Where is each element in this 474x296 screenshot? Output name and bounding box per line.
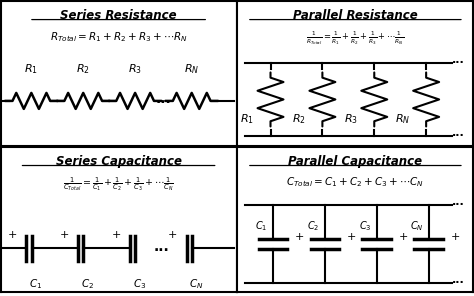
Text: +: + xyxy=(168,230,177,240)
Text: +: + xyxy=(59,230,69,240)
Text: $R_3$: $R_3$ xyxy=(344,112,358,126)
Text: $R_1$: $R_1$ xyxy=(24,62,38,76)
Text: $C_2$: $C_2$ xyxy=(307,219,319,233)
Text: $R_2$: $R_2$ xyxy=(292,112,306,126)
Text: $C_N$: $C_N$ xyxy=(410,219,424,233)
Text: $R_{Total}=R_1+R_2+R_3+\cdots R_N$: $R_{Total}=R_1+R_2+R_3+\cdots R_N$ xyxy=(50,30,188,44)
Text: $C_3$: $C_3$ xyxy=(358,219,371,233)
Text: $C_2$: $C_2$ xyxy=(82,277,94,291)
Text: $\frac{1}{R_{Total}}=\frac{1}{R_1}+\frac{1}{R_2}+\frac{1}{R_3}+\cdots\frac{1}{R_: $\frac{1}{R_{Total}}=\frac{1}{R_1}+\frac… xyxy=(306,30,404,47)
Text: +: + xyxy=(451,232,460,242)
Text: $C_{Total}=C_1+C_2+C_3+\cdots C_N$: $C_{Total}=C_1+C_2+C_3+\cdots C_N$ xyxy=(286,176,424,189)
Text: $R_3$: $R_3$ xyxy=(128,62,142,76)
Text: ...: ... xyxy=(452,55,465,65)
Text: +: + xyxy=(295,232,305,242)
Text: +: + xyxy=(399,232,409,242)
Text: $C_N$: $C_N$ xyxy=(189,277,204,291)
Text: ...: ... xyxy=(452,275,465,285)
Text: $R_1$: $R_1$ xyxy=(240,112,254,126)
Text: ...: ... xyxy=(452,128,465,138)
Text: Series Capacitance: Series Capacitance xyxy=(55,155,182,168)
Text: ...: ... xyxy=(153,240,169,254)
Text: +: + xyxy=(347,232,356,242)
Text: +: + xyxy=(111,230,121,240)
Text: $C_1$: $C_1$ xyxy=(255,219,267,233)
Text: $C_1$: $C_1$ xyxy=(29,277,43,291)
Text: $R_2$: $R_2$ xyxy=(76,62,90,76)
Text: ...: ... xyxy=(452,197,465,207)
Text: $C_3$: $C_3$ xyxy=(133,277,146,291)
Text: $R_N$: $R_N$ xyxy=(395,112,410,126)
Text: Series Resistance: Series Resistance xyxy=(60,9,177,22)
Text: +: + xyxy=(8,230,17,240)
Text: $R_N$: $R_N$ xyxy=(184,62,200,76)
Text: ...: ... xyxy=(155,92,171,107)
Text: $\frac{1}{C_{Total}}=\frac{1}{C_1}+\frac{1}{C_2}+\frac{1}{C_3}+\cdots\frac{1}{C_: $\frac{1}{C_{Total}}=\frac{1}{C_1}+\frac… xyxy=(63,176,174,194)
Text: Parallel Resistance: Parallel Resistance xyxy=(293,9,418,22)
Text: Parallel Capacitance: Parallel Capacitance xyxy=(288,155,422,168)
